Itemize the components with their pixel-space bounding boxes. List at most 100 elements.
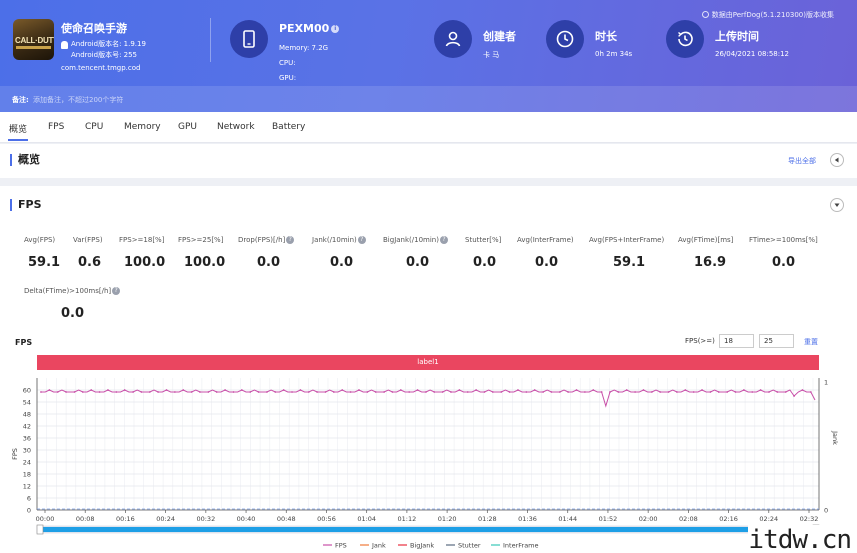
upload-value: 26/04/2021 08:58:12 xyxy=(715,50,790,58)
fps-point xyxy=(567,391,570,393)
fps-point xyxy=(374,391,377,393)
duration-value: 0h 2m 34s xyxy=(595,50,633,58)
metric-value: 100.0 xyxy=(124,255,166,270)
fps-point xyxy=(48,389,51,391)
fps-point xyxy=(809,391,812,393)
watermark: itdw.cn xyxy=(748,525,852,553)
x-tick-label: 02:24 xyxy=(759,515,778,523)
fps-point xyxy=(717,391,720,393)
metric-label: Avg(FPS+InterFrame) xyxy=(589,236,665,244)
legend-item[interactable]: FPS xyxy=(323,542,347,550)
fps-point xyxy=(266,391,268,393)
fps-point xyxy=(425,391,427,393)
fps-point xyxy=(650,391,653,393)
metric-value: 16.9 xyxy=(694,255,727,270)
tab-overview[interactable]: 概览 xyxy=(9,125,28,135)
fps-point xyxy=(558,391,561,393)
fps-threshold-input-2[interactable] xyxy=(759,334,794,348)
fps-point xyxy=(500,391,503,393)
fps-point xyxy=(240,389,243,391)
creator-title: 创建者 xyxy=(483,30,516,43)
metric-value: 0.0 xyxy=(772,255,796,270)
label-bar[interactable]: label1 xyxy=(37,355,819,370)
help-icon[interactable]: ? xyxy=(286,236,295,244)
fps-point xyxy=(483,391,486,393)
tab-battery[interactable]: Battery xyxy=(272,122,306,132)
legend-item[interactable]: Jank xyxy=(360,542,386,550)
fps-point xyxy=(701,389,703,391)
fps-section-title: FPS xyxy=(10,199,42,211)
fps-point xyxy=(190,391,193,393)
tab-network[interactable]: Network xyxy=(217,122,255,132)
fps-point xyxy=(98,391,101,393)
legend-item[interactable]: Stutter xyxy=(446,542,481,550)
fps-point xyxy=(634,391,636,393)
fps-point xyxy=(173,391,176,393)
collapse-fps-button[interactable] xyxy=(830,198,844,212)
fps-point xyxy=(768,391,770,393)
y-tick-label: 6 xyxy=(27,495,31,503)
clock-icon xyxy=(546,20,584,58)
fps-point xyxy=(801,389,804,391)
x-tick-label: 01:44 xyxy=(558,515,577,523)
fps-point xyxy=(508,391,511,393)
tab-fps[interactable]: FPS xyxy=(48,122,65,132)
metric-value: 0.0 xyxy=(535,255,559,270)
overview-card xyxy=(0,144,857,178)
user-icon xyxy=(434,20,472,58)
help-icon[interactable]: ? xyxy=(112,287,121,295)
fps-point xyxy=(583,391,586,393)
app-name: 使命召唤手游 xyxy=(61,22,127,35)
zoom-slider-range[interactable] xyxy=(41,527,815,532)
fps-point xyxy=(466,391,469,393)
collapse-left-button[interactable] xyxy=(830,153,844,167)
fps-threshold-input-1[interactable] xyxy=(719,334,754,348)
metric-label: Delta(FTime)>100ms[/h]? xyxy=(24,287,121,295)
fps-point xyxy=(132,391,134,393)
active-tab-indicator xyxy=(8,139,28,141)
fps-point xyxy=(274,391,277,393)
fps-point xyxy=(709,391,712,393)
history-icon xyxy=(666,20,704,58)
export-all-button[interactable]: 导出全部 xyxy=(788,157,816,165)
creator-value: 卡 马 xyxy=(483,51,500,59)
notes-bar[interactable] xyxy=(0,86,857,112)
fps-point xyxy=(366,391,369,393)
fps-point xyxy=(450,391,452,393)
device-info-icon[interactable]: i xyxy=(331,25,340,33)
notes-label: 备注: xyxy=(12,96,29,104)
fps-point xyxy=(475,389,478,391)
fps-point xyxy=(734,391,737,393)
fps-point xyxy=(491,391,494,393)
metric-label: BigJank(/10min)? xyxy=(383,236,448,244)
metric-value: 0.0 xyxy=(257,255,281,270)
device-cpu: CPU: xyxy=(279,59,296,67)
chart-title: FPS xyxy=(15,338,33,347)
legend-item[interactable]: BigJank xyxy=(398,542,434,550)
fps-point xyxy=(157,391,160,393)
metric-label: Avg(FPS) xyxy=(24,236,56,244)
fps-point xyxy=(433,391,436,393)
tab-bar: 概览 FPS CPU Memory GPU Network Battery xyxy=(0,112,857,143)
fps-point xyxy=(642,389,645,391)
fps-threshold-label: FPS(>=) xyxy=(685,337,715,345)
info-icon xyxy=(701,11,709,18)
tab-cpu[interactable]: CPU xyxy=(85,122,104,132)
help-icon[interactable]: ? xyxy=(439,236,448,244)
notes-input[interactable]: 添加备注，不超过200个字符 xyxy=(33,96,124,104)
metric-value: 0.6 xyxy=(78,255,102,270)
reset-button[interactable]: 重置 xyxy=(804,338,818,346)
tab-memory[interactable]: Memory xyxy=(124,122,161,132)
legend-item[interactable]: InterFrame xyxy=(491,542,539,550)
x-tick-label: 00:16 xyxy=(116,515,135,523)
fps-point xyxy=(165,389,168,391)
x-tick-label: 00:40 xyxy=(237,515,256,523)
phone-icon xyxy=(230,20,268,58)
fps-series-line xyxy=(41,389,816,408)
app-icon-text: CALL·DUTY xyxy=(15,36,54,45)
x-tick-label: 02:08 xyxy=(679,515,698,523)
tab-gpu[interactable]: GPU xyxy=(178,122,197,132)
overview-title: 概览 xyxy=(10,154,40,166)
help-icon[interactable]: ? xyxy=(357,236,366,244)
zoom-handle-left[interactable] xyxy=(36,524,44,535)
